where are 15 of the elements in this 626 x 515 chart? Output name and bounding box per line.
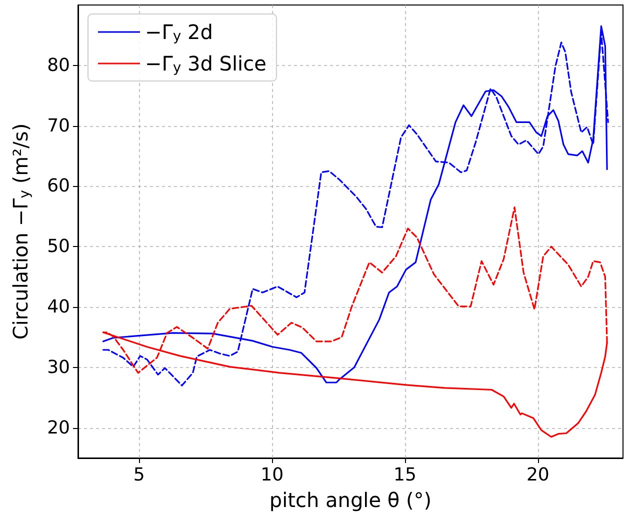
y-tick-label: 50 (47, 236, 70, 258)
y-tick-label: 40 (47, 296, 70, 318)
x-tick-label: 5 (133, 464, 145, 486)
legend-label: −Γy 2d (145, 20, 213, 44)
legend-label: −Γy 3d Slice (145, 52, 266, 76)
y-tick-label: 80 (47, 54, 70, 76)
y-tick-label: 70 (47, 115, 70, 136)
x-tick-label: 15 (394, 464, 416, 486)
y-tick-label: 60 (47, 176, 70, 197)
x-axis-title: pitch angle θ (°) (269, 488, 432, 512)
y-tick-label: 30 (47, 356, 70, 378)
x-tick-label: 20 (526, 464, 550, 486)
x-tick-label: 10 (260, 464, 284, 486)
y-axis-title: Circulation −Γy (m²/s) (8, 123, 33, 340)
y-tick-label: 20 (47, 417, 70, 438)
